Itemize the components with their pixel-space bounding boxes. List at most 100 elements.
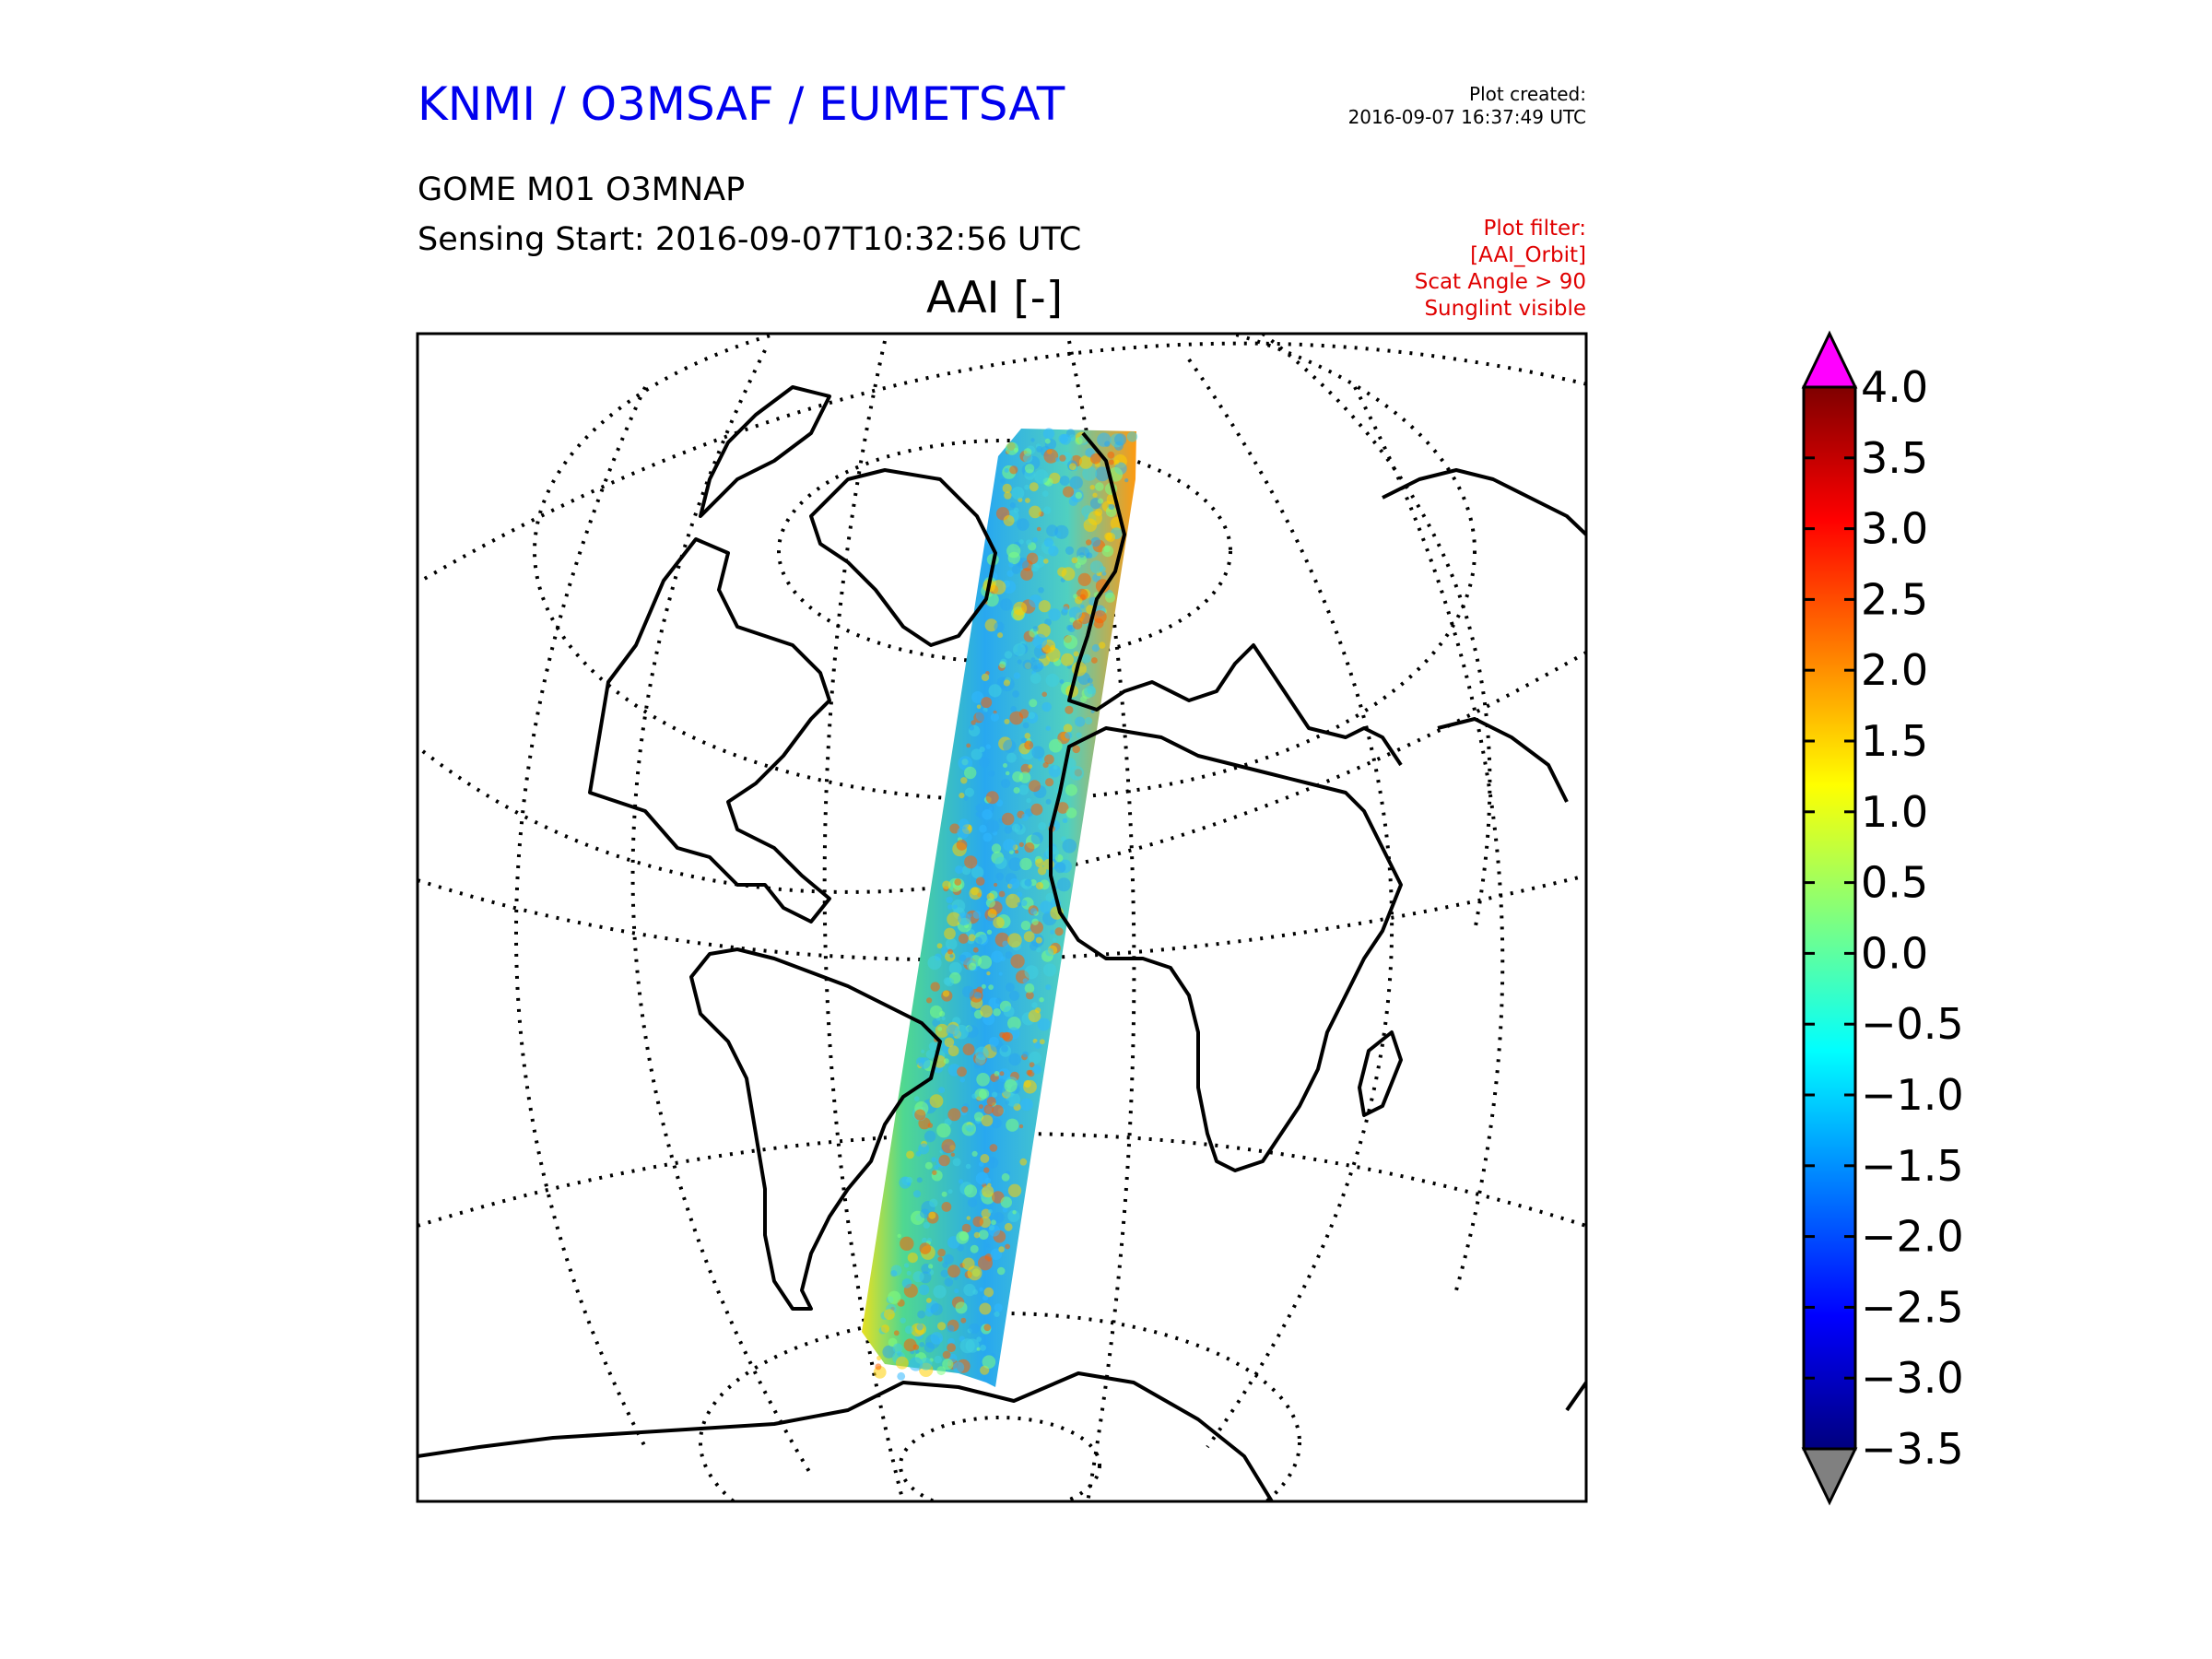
swath-pixel [1063,635,1078,650]
swath-pixel [995,872,1005,881]
swath-pixel [1095,466,1111,482]
swath-pixel [1056,802,1069,814]
swath-pixel [941,1191,947,1197]
swath-pixel [1030,831,1043,845]
coastline-north-america [588,537,831,924]
swath-pixel [1059,679,1065,684]
swath-pixel [962,1043,975,1056]
swath-pixel [989,1144,998,1152]
swath-pixel [994,882,998,888]
swath-pixel [1090,453,1101,465]
swath-pixel [900,1317,906,1324]
swath-pixel [979,824,987,833]
swath-pixel [1022,722,1030,729]
swath-pixel [986,1242,991,1248]
swath-pixel [1018,784,1030,795]
swath-pixel [1005,1100,1010,1105]
swath-pixel [1017,659,1022,665]
swath-pixel [1069,617,1076,623]
map-frame [416,332,1588,1503]
swath-pixel [982,809,993,820]
swath-pixel [924,1161,933,1170]
colorbar-tick-label: 3.5 [1861,433,1928,483]
swath-pixel [919,1242,932,1254]
swath-pixel [947,1265,960,1278]
swath-pixel [1012,1210,1017,1215]
swath-pixel [975,1171,989,1185]
swath-pixel [1024,733,1031,739]
swath-pixel [991,1219,996,1226]
swath-pixel [947,1324,955,1333]
swath-pixel [1072,745,1080,754]
swath-pixel [1004,467,1009,473]
swath-pixel [971,1093,978,1100]
swath-pixel [875,1363,882,1371]
swath-pixel [1107,451,1115,459]
swath-pixel [954,1288,959,1294]
swath-pixel [918,1143,930,1155]
swath-pixel [1089,560,1103,574]
swath-pixel [1017,891,1023,898]
swath-pixel [1003,679,1010,687]
swath-pixel [976,1347,981,1351]
swath-pixel [1010,706,1017,712]
swath-pixel [979,1302,992,1315]
swath-pixel [994,1071,1000,1077]
swath-pixel [998,971,1003,976]
colorbar-tick-label: −2.0 [1861,1212,1964,1262]
swath-pixel [1050,929,1055,935]
swath-pixel [944,1037,955,1048]
swath-pixel [948,961,962,975]
swath-pixel [1006,982,1015,992]
swath-pixel [918,1057,931,1069]
swath-pixel [995,997,1002,1005]
swath-pixel [978,1230,989,1240]
swath-pixel [971,691,984,704]
swath-pixel [1078,455,1093,469]
swath-pixel [988,1036,999,1047]
swath-pixel [1059,476,1070,486]
swath-pixel [924,1130,936,1143]
swath-pixel [985,791,999,805]
swath-pixel [1091,644,1100,653]
swath-pixel [966,743,971,748]
swath-pixel [903,1338,917,1352]
swath-pixel [982,1185,994,1198]
swath-pixel [1043,858,1054,870]
swath-pixel [893,1330,900,1336]
swath-pixel [955,1301,968,1314]
swath-pixel [988,984,994,990]
plot-created: Plot created: 2016-09-07 16:37:49 UTC [1348,83,1586,129]
swath-pixel [928,1264,934,1269]
swath-pixel [1020,568,1033,581]
swath-pixel [1024,842,1035,853]
swath-pixel [1006,1118,1019,1132]
swath-pixel [965,1025,979,1039]
swath-pixel [926,1298,932,1303]
swath-pixel [1045,947,1054,957]
colorbar-tick-label: −2.5 [1861,1282,1964,1332]
swath-pixel [1009,502,1016,509]
swath-pixel [968,962,977,971]
colorbar-tick-label: 2.0 [1861,645,1928,695]
filter-line: Plot filter: [1483,217,1586,241]
swath-pixel [1086,552,1093,559]
swath-pixel [944,927,956,940]
swath-pixel [909,1357,924,1371]
swath-pixel [1000,478,1006,484]
swath-pixel [986,819,1000,833]
swath-pixel [1069,463,1077,471]
swath-pixel [1007,1209,1020,1222]
coastline-africa [1049,726,1403,1172]
swath-pixel [981,983,986,989]
swath-pixel [1062,818,1068,824]
swath-pixel [1021,813,1030,821]
swath-pixel [982,1355,996,1369]
swath-pixel [1029,482,1039,492]
meridian-line [1261,334,1492,932]
swath-pixel [997,632,1004,639]
swath-pixel [967,1197,978,1208]
swath-pixel [1061,567,1076,582]
swath-pixel [900,1236,914,1252]
swath-pixel [1006,544,1021,559]
